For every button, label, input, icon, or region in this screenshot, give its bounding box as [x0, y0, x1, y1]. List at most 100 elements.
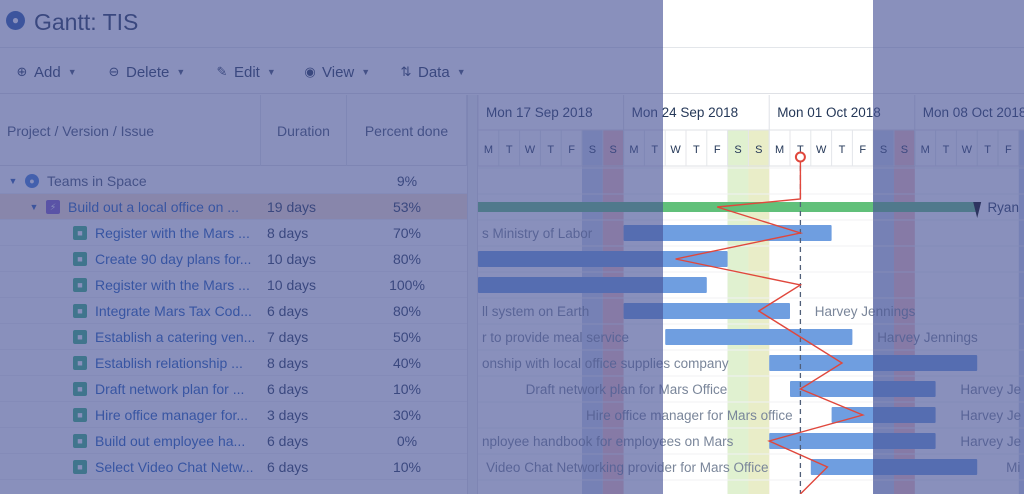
delete-button[interactable]: ⊖ Delete ▼: [107, 62, 186, 82]
issue-name-cell[interactable]: ■ Create 90 day plans for...: [0, 246, 261, 272]
bar-label: Harvey Jennings: [815, 304, 916, 319]
percent-cell[interactable]: 9%: [396, 173, 418, 189]
expand-toggle-icon[interactable]: ▼: [29, 202, 39, 212]
table-row[interactable]: ■ Build out employee ha... 6 days 0%: [0, 428, 467, 454]
bar-label: ll system on Earth: [482, 304, 589, 319]
day-label: T: [839, 144, 846, 156]
chevron-down-icon: ▼: [266, 67, 276, 77]
issue-name: Integrate Mars Tax Cod...: [95, 303, 252, 319]
week-label: Mon 24 Sep 2018: [632, 105, 739, 120]
summary-bar: [478, 202, 978, 212]
story-icon: ■: [73, 408, 87, 422]
duration-cell[interactable]: 8 days: [267, 355, 309, 371]
day-label: T: [651, 144, 658, 156]
data-button[interactable]: ⇅ Data ▼: [399, 62, 466, 82]
duration-cell[interactable]: 6 days: [267, 303, 309, 319]
progress-line: [675, 161, 865, 494]
duration-cell[interactable]: 10 days: [267, 277, 317, 293]
issue-name-cell[interactable]: ▼ ⚡ Build out a local office on ...: [0, 194, 261, 220]
day-label: T: [984, 144, 991, 156]
day-label: W: [962, 144, 973, 156]
issue-name-cell[interactable]: ■ Integrate Mars Tax Cod...: [0, 298, 261, 324]
issue-name-cell[interactable]: ■ Register with the Mars ...: [0, 220, 261, 246]
day-label: S: [734, 144, 741, 156]
story-icon: ■: [73, 330, 87, 344]
duration-cell[interactable]: 8 days: [267, 225, 309, 241]
table-row[interactable]: ▼ ⚡ Build out a local office on ... 19 days…: [0, 194, 467, 220]
duration-cell[interactable]: 6 days: [267, 459, 309, 475]
percent-cell[interactable]: 0%: [396, 433, 418, 449]
week-label: Mon 01 Oct 2018: [777, 105, 881, 120]
view-button[interactable]: ◉ View ▼: [303, 62, 370, 82]
day-label: M: [921, 144, 930, 156]
table-row[interactable]: ■ Select Video Chat Netw... 6 days 10%: [0, 454, 467, 480]
gantt-logo-icon: ●: [6, 11, 25, 30]
table-row[interactable]: ■ Register with the Mars ... 10 days 100%: [0, 272, 467, 298]
day-label: S: [610, 144, 617, 156]
issue-name-cell[interactable]: ■ Hire office manager for...: [0, 402, 261, 428]
expand-toggle-icon[interactable]: ▼: [8, 176, 18, 186]
percent-cell[interactable]: 80%: [392, 251, 422, 267]
issue-name-cell[interactable]: ■ Select Video Chat Netw...: [0, 454, 261, 480]
bar-label: onship with local office supplies compan…: [482, 356, 729, 371]
percent-cell[interactable]: 53%: [392, 199, 422, 215]
table-row[interactable]: ■ Establish a catering ven... 7 days 50%: [0, 324, 467, 350]
issue-name-cell[interactable]: ■ Build out employee ha...: [0, 428, 261, 454]
column-header-project[interactable]: Project / Version / Issue: [0, 95, 261, 166]
issue-name-cell[interactable]: ■ Draft network plan for ...: [0, 376, 261, 402]
table-row[interactable]: ■ Register with the Mars ... 8 days 70%: [0, 220, 467, 246]
issue-name-cell[interactable]: ■ Establish relationship ...: [0, 350, 261, 376]
task-grid: Project / Version / Issue Duration Perce…: [0, 95, 467, 494]
edit-button[interactable]: ✎ Edit ▼: [215, 62, 276, 82]
story-icon: ■: [73, 356, 87, 370]
story-icon: ■: [73, 304, 87, 318]
day-label: W: [525, 144, 536, 156]
percent-cell[interactable]: 100%: [389, 277, 425, 293]
chevron-down-icon: ▼: [176, 67, 186, 77]
grid-rows: ▼ ● Teams in Space 9% ▼ ⚡ Build out a local of…: [0, 168, 467, 480]
duration-cell[interactable]: 7 days: [267, 329, 309, 345]
pane-splitter[interactable]: [467, 95, 478, 494]
story-icon: ■: [73, 278, 87, 292]
table-row[interactable]: ■ Draft network plan for ... 6 days 10%: [0, 376, 467, 402]
task-bar: [769, 433, 936, 449]
table-row[interactable]: ■ Create 90 day plans for... 10 days 80%: [0, 246, 467, 272]
column-header-duration[interactable]: Duration: [261, 95, 347, 166]
delete-label: Delete: [126, 63, 170, 81]
percent-cell[interactable]: 40%: [392, 355, 422, 371]
task-bar: [478, 277, 707, 293]
duration-cell[interactable]: 3 days: [267, 407, 309, 423]
story-icon: ■: [73, 460, 87, 474]
bar-label: Harvey Jennings: [877, 330, 978, 345]
bar-label: Harvey Je: [960, 434, 1021, 449]
duration-cell[interactable]: 10 days: [267, 251, 317, 267]
day-label: F: [859, 144, 866, 156]
task-bar: [790, 381, 936, 397]
column-header-percent[interactable]: Percent done: [347, 95, 467, 166]
duration-cell[interactable]: 6 days: [267, 381, 309, 397]
day-label: W: [816, 144, 827, 156]
minus-circle-icon: ⊖: [108, 64, 120, 79]
percent-cell[interactable]: 30%: [392, 407, 422, 423]
day-label: M: [629, 144, 638, 156]
table-row[interactable]: ■ Integrate Mars Tax Cod... 6 days 80%: [0, 298, 467, 324]
bar-label: Video Chat Networking provider for Mars …: [486, 460, 768, 475]
issue-name-cell[interactable]: ■ Establish a catering ven...: [0, 324, 261, 350]
percent-cell[interactable]: 10%: [392, 459, 422, 475]
add-button[interactable]: ⊕ Add ▼: [15, 62, 77, 82]
table-row[interactable]: ■ Establish relationship ... 8 days 40%: [0, 350, 467, 376]
issue-name-cell[interactable]: ▼ ● Teams in Space: [0, 168, 261, 194]
issue-name: Select Video Chat Netw...: [95, 459, 254, 475]
percent-cell[interactable]: 10%: [392, 381, 422, 397]
percent-cell[interactable]: 80%: [392, 303, 422, 319]
percent-cell[interactable]: 70%: [392, 225, 422, 241]
percent-cell[interactable]: 50%: [392, 329, 422, 345]
table-row[interactable]: ■ Hire office manager for... 3 days 30%: [0, 402, 467, 428]
duration-cell[interactable]: 6 days: [267, 433, 309, 449]
day-label: F: [1005, 144, 1012, 156]
duration-cell[interactable]: [261, 168, 347, 194]
table-row[interactable]: ▼ ● Teams in Space 9%: [0, 168, 467, 194]
issue-name-cell[interactable]: ■ Register with the Mars ...: [0, 272, 261, 298]
duration-cell[interactable]: 19 days: [267, 199, 317, 215]
today-marker-icon: [794, 151, 806, 163]
